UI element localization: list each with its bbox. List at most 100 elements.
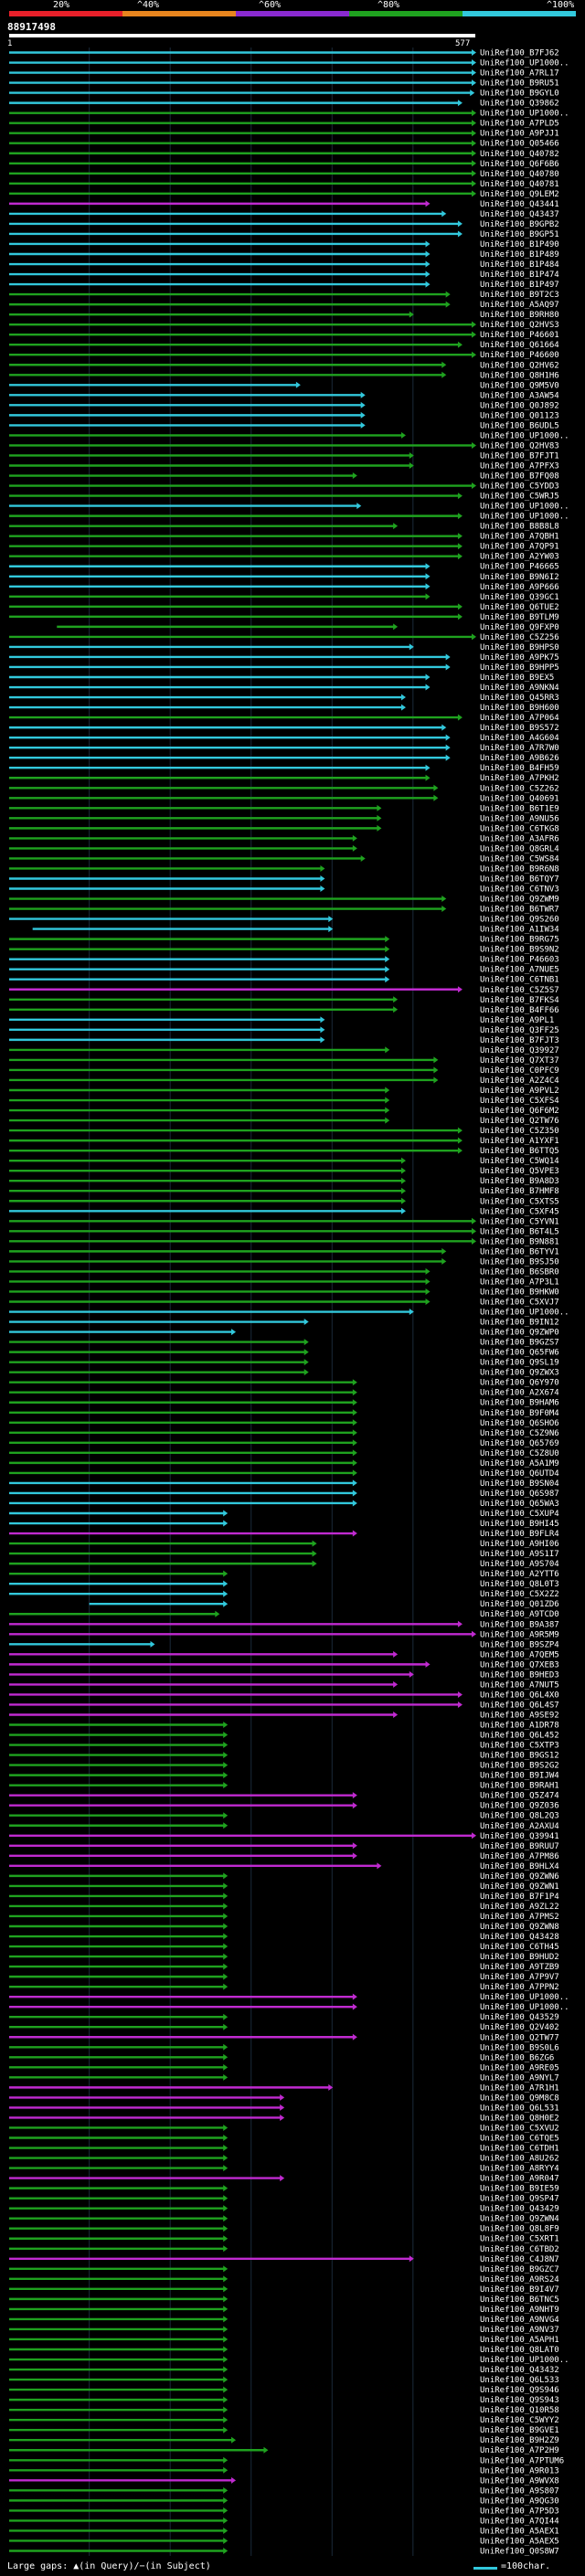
hit-row[interactable]: UniRef100_B6TWR7	[9, 906, 559, 915]
hit-row[interactable]: UniRef100_A9R5M9	[9, 1630, 559, 1639]
hit-row[interactable]: UniRef100_C5XTP3	[9, 1742, 559, 1751]
hit-label[interactable]: UniRef100_A5AEX1	[480, 2527, 559, 2536]
hit-label[interactable]: UniRef100_C5YVN1	[480, 1217, 559, 1226]
hit-row[interactable]: UniRef100_A2YW03	[9, 553, 559, 562]
hit-row[interactable]: UniRef100_A5A1M9	[9, 1459, 559, 1468]
hit-label[interactable]: UniRef100_C5WRJ5	[480, 493, 559, 502]
hit-row[interactable]: UniRef100_A9PJJ1	[9, 130, 559, 139]
hit-label[interactable]: UniRef100_B9HPP5	[480, 663, 559, 673]
hit-label[interactable]: UniRef100_A9B626	[480, 754, 559, 763]
hit-label[interactable]: UniRef100_Q5Z474	[480, 1792, 559, 1801]
hit-label[interactable]: UniRef100_A7PKH2	[480, 774, 559, 783]
hit-row[interactable]: UniRef100_Q9ZWX3	[9, 1369, 559, 1378]
hit-label[interactable]: UniRef100_B6TNC5	[480, 2295, 559, 2305]
hit-row[interactable]: UniRef100_B4FF66	[9, 1006, 559, 1015]
hit-label[interactable]: UniRef100_B4FF66	[480, 1006, 559, 1015]
hit-label[interactable]: UniRef100_Q5VPE3	[480, 1167, 559, 1176]
hit-row[interactable]: UniRef100_A2YTT6	[9, 1570, 559, 1579]
hit-row[interactable]: UniRef100_C5Z262	[9, 784, 559, 793]
hit-row[interactable]: UniRef100_Q39862	[9, 100, 559, 109]
hit-label[interactable]: UniRef100_UP1000..	[480, 1993, 569, 2002]
hit-label[interactable]: UniRef100_Q9S946	[480, 2386, 559, 2395]
hit-row[interactable]: UniRef100_A7RL17	[9, 69, 559, 79]
hit-row[interactable]: UniRef100_C5XVU2	[9, 2124, 559, 2133]
hit-label[interactable]: UniRef100_Q40781	[480, 180, 559, 189]
hit-label[interactable]: UniRef100_A9SE92	[480, 1711, 559, 1720]
hit-row[interactable]: UniRef100_Q0J892	[9, 401, 559, 410]
hit-row[interactable]: UniRef100_B9GZS7	[9, 1339, 559, 1348]
hit-label[interactable]: UniRef100_P46600	[480, 351, 559, 360]
hit-label[interactable]: UniRef100_Q2TW76	[480, 1117, 559, 1126]
hit-label[interactable]: UniRef100_B9RG75	[480, 936, 559, 945]
hit-row[interactable]: UniRef100_Q9S946	[9, 2386, 559, 2395]
hit-label[interactable]: UniRef100_B9EX5	[480, 673, 554, 683]
hit-label[interactable]: UniRef100_UP1000..	[480, 110, 569, 119]
hit-label[interactable]: UniRef100_Q65FW6	[480, 1349, 559, 1358]
hit-label[interactable]: UniRef100_C5Z5S7	[480, 986, 559, 995]
hit-row[interactable]: UniRef100_C5WQ14	[9, 1157, 559, 1166]
hit-row[interactable]: UniRef100_A9S704	[9, 1560, 559, 1569]
hit-label[interactable]: UniRef100_C6TH45	[480, 1943, 559, 1952]
hit-row[interactable]: UniRef100_A9QG30	[9, 2496, 559, 2506]
hit-label[interactable]: UniRef100_C6TQE5	[480, 2135, 559, 2144]
hit-label[interactable]: UniRef100_C5WQ14	[480, 1157, 559, 1166]
hit-label[interactable]: UniRef100_Q6S987	[480, 1489, 559, 1499]
hit-label[interactable]: UniRef100_Q9SP47	[480, 2195, 559, 2204]
hit-row[interactable]: UniRef100_Q43428	[9, 1933, 559, 1942]
hit-label[interactable]: UniRef100_Q9ZWN4	[480, 2215, 559, 2224]
hit-row[interactable]: UniRef100_Q43432	[9, 2366, 559, 2375]
hit-row[interactable]: UniRef100_B9HLX4	[9, 1862, 559, 1871]
hit-row[interactable]: UniRef100_Q01123	[9, 411, 559, 420]
hit-label[interactable]: UniRef100_Q01123	[480, 411, 559, 420]
hit-row[interactable]: UniRef100_B9RG75	[9, 936, 559, 945]
hit-row[interactable]: UniRef100_Q6TUE2	[9, 603, 559, 612]
hit-row[interactable]: UniRef100_C5XF45	[9, 1207, 559, 1216]
hit-label[interactable]: UniRef100_C4J8N7	[480, 2255, 559, 2264]
hit-row[interactable]: UniRef100_Q9ZWN6	[9, 1872, 559, 1882]
hit-row[interactable]: UniRef100_A4G604	[9, 734, 559, 743]
hit-row[interactable]: UniRef100_A5APH1	[9, 2336, 559, 2345]
hit-row[interactable]: UniRef100_B9HED3	[9, 1670, 559, 1680]
hit-row[interactable]: UniRef100_C6TQE5	[9, 2135, 559, 2144]
hit-row[interactable]: UniRef100_P46603	[9, 956, 559, 965]
hit-row[interactable]: UniRef100_A7P9V7	[9, 1973, 559, 1982]
hit-row[interactable]: UniRef100_Q9ZWM9	[9, 896, 559, 905]
hit-label[interactable]: UniRef100_C5Z9N6	[480, 1429, 559, 1438]
hit-row[interactable]: UniRef100_A9S807	[9, 2486, 559, 2496]
hit-label[interactable]: UniRef100_Q9ZWP0	[480, 1329, 559, 1338]
hit-label[interactable]: UniRef100_Q6Y970	[480, 1379, 559, 1388]
hit-label[interactable]: UniRef100_B9RAH1	[480, 1782, 559, 1791]
hit-row[interactable]: UniRef100_B4FH59	[9, 764, 559, 773]
hit-label[interactable]: UniRef100_Q39862	[480, 100, 559, 109]
hit-row[interactable]: UniRef100_B6T4L5	[9, 1227, 559, 1236]
hit-row[interactable]: UniRef100_B9GP51	[9, 230, 559, 239]
hit-row[interactable]: UniRef100_A7NUE5	[9, 966, 559, 975]
hit-row[interactable]: UniRef100_A7P064	[9, 714, 559, 723]
hit-label[interactable]: UniRef100_B9SN04	[480, 1479, 559, 1489]
hit-row[interactable]: UniRef100_Q65769	[9, 1439, 559, 1448]
hit-label[interactable]: UniRef100_B9S0L6	[480, 2043, 559, 2052]
hit-row[interactable]: UniRef100_Q6Y970	[9, 1379, 559, 1388]
hit-label[interactable]: UniRef100_A9ZL22	[480, 1903, 559, 1912]
hit-row[interactable]: UniRef100_B9A8D3	[9, 1177, 559, 1186]
hit-label[interactable]: UniRef100_UP1000..	[480, 431, 569, 440]
hit-row[interactable]: UniRef100_Q2HVS3	[9, 321, 559, 330]
hit-label[interactable]: UniRef100_Q9M5V0	[480, 381, 559, 390]
hit-row[interactable]: UniRef100_C5XFS4	[9, 1097, 559, 1106]
hit-row[interactable]: UniRef100_B6TYV1	[9, 1247, 559, 1256]
hit-row[interactable]: UniRef100_Q43437	[9, 210, 559, 219]
hit-row[interactable]: UniRef100_B6TNC5	[9, 2295, 559, 2305]
hit-row[interactable]: UniRef100_A9B626	[9, 754, 559, 763]
hit-label[interactable]: UniRef100_B9S572	[480, 724, 559, 733]
hit-row[interactable]: UniRef100_C5XRT1	[9, 2235, 559, 2244]
hit-label[interactable]: UniRef100_A9NYL7	[480, 2073, 559, 2083]
hit-label[interactable]: UniRef100_Q6F6M2	[480, 1107, 559, 1116]
hit-row[interactable]: UniRef100_Q8GRL4	[9, 844, 559, 853]
hit-row[interactable]: UniRef100_Q39GC1	[9, 593, 559, 602]
hit-row[interactable]: UniRef100_B9H2Z9	[9, 2436, 559, 2445]
hit-row[interactable]: UniRef100_A9TZB9	[9, 1963, 559, 1972]
hit-row[interactable]: UniRef100_A9RS24	[9, 2275, 559, 2284]
hit-row[interactable]: UniRef100_C5Z8U0	[9, 1449, 559, 1458]
hit-row[interactable]: UniRef100_P46600	[9, 351, 559, 360]
hit-label[interactable]: UniRef100_Q0J892	[480, 401, 559, 410]
